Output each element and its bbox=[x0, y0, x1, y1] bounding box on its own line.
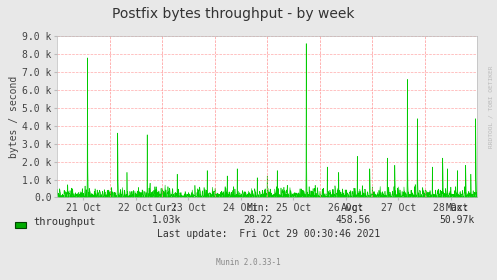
Text: 1.03k: 1.03k bbox=[152, 215, 181, 225]
Text: Munin 2.0.33-1: Munin 2.0.33-1 bbox=[216, 258, 281, 267]
Text: RRDTOOL / TOBI OETIKER: RRDTOOL / TOBI OETIKER bbox=[489, 65, 494, 148]
Text: 458.56: 458.56 bbox=[335, 215, 370, 225]
Text: Max:: Max: bbox=[445, 203, 469, 213]
Text: Postfix bytes throughput - by week: Postfix bytes throughput - by week bbox=[112, 7, 355, 21]
Text: Cur:: Cur: bbox=[155, 203, 178, 213]
Text: 28.22: 28.22 bbox=[244, 215, 273, 225]
Text: 50.97k: 50.97k bbox=[440, 215, 475, 225]
Y-axis label: bytes / second: bytes / second bbox=[9, 76, 19, 158]
Text: Min:: Min: bbox=[247, 203, 270, 213]
Text: Last update:  Fri Oct 29 00:30:46 2021: Last update: Fri Oct 29 00:30:46 2021 bbox=[157, 229, 380, 239]
Text: throughput: throughput bbox=[33, 217, 96, 227]
Text: Avg:: Avg: bbox=[341, 203, 365, 213]
